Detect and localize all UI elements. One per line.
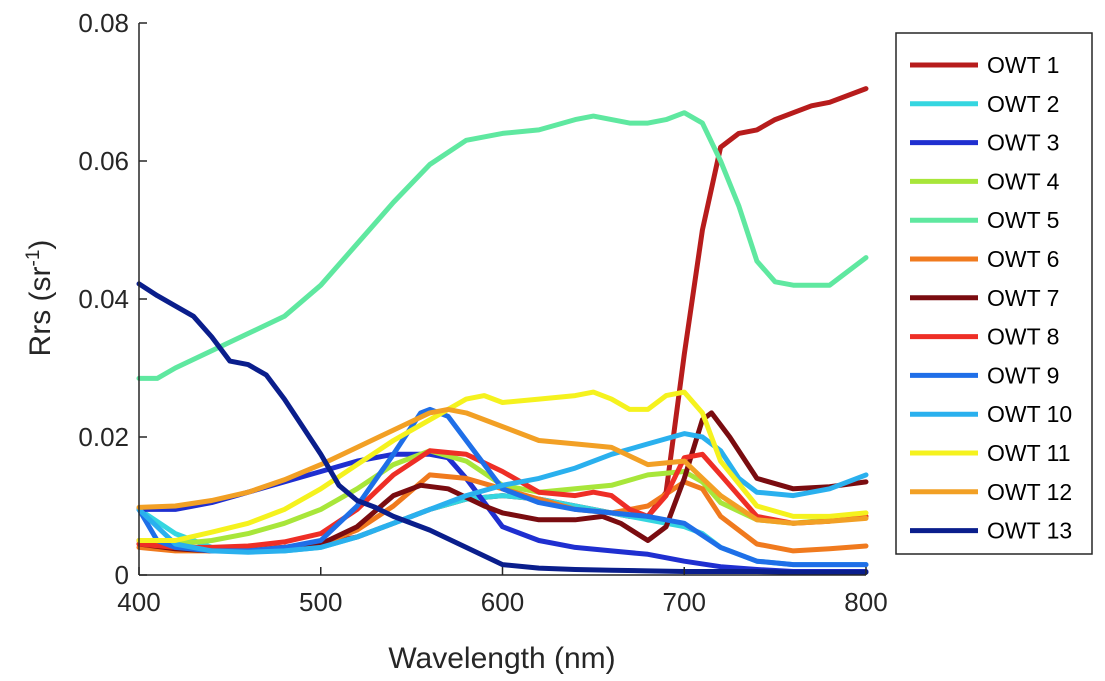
series-line-8: [136, 448, 869, 550]
x-tick-label: 700: [663, 587, 706, 617]
legend-label-13: OWT 13: [987, 518, 1072, 544]
y-tick-label: 0.06: [78, 146, 129, 176]
legend-label-8: OWT 8: [987, 324, 1059, 350]
x-tick-label: 400: [117, 587, 160, 617]
y-axis-title-main: Rrs (sr: [24, 266, 57, 356]
legend-label-11: OWT 11: [987, 440, 1071, 466]
y-tick-label: 0.02: [78, 422, 129, 452]
legend-label-1: OWT 1: [987, 52, 1059, 78]
series-line-11: [136, 389, 869, 543]
x-tick-label: 800: [844, 587, 887, 617]
y-axis-title-close: ): [24, 240, 57, 250]
x-tick-label: 500: [299, 587, 342, 617]
y-axis-title: Rrs (sr-1): [23, 240, 57, 357]
svg-text:Rrs (sr-1): Rrs (sr-1): [23, 240, 57, 357]
y-tick-label: 0: [115, 560, 129, 590]
y-tick-label: 0.04: [78, 284, 129, 314]
legend-label-12: OWT 12: [987, 479, 1072, 505]
legend-label-7: OWT 7: [987, 285, 1059, 311]
legend-label-3: OWT 3: [987, 130, 1059, 156]
legend-label-5: OWT 5: [987, 207, 1059, 233]
series-line-5: [136, 110, 869, 381]
plot-area: [136, 86, 869, 575]
legend-label-6: OWT 6: [987, 246, 1059, 272]
series-line-7: [136, 410, 869, 554]
y-tick-label: 0.08: [78, 8, 129, 38]
axes: 400 500 600 700 800 0 0.02 0.04 0.06 0.08: [78, 8, 887, 617]
series-line-13: [136, 281, 869, 575]
x-tick-label: 600: [481, 587, 524, 617]
legend-label-2: OWT 2: [987, 91, 1059, 117]
x-axis-title: Wavelength (nm): [388, 642, 615, 675]
legend-label-9: OWT 9: [987, 362, 1059, 388]
legend-label-10: OWT 10: [987, 401, 1072, 427]
legend-box: [895, 32, 1093, 555]
series-line-12: [136, 406, 869, 526]
legend: OWT 1 OWT 2 OWT 3 OWT 4 OWT 5 OWT 6 OWT 7 OWT 8…: [895, 32, 1093, 555]
y-axis-title-sup: -1: [23, 250, 44, 267]
series-line-4: [136, 448, 869, 547]
series-line-10: [136, 431, 869, 555]
legend-label-4: OWT 4: [987, 168, 1060, 194]
